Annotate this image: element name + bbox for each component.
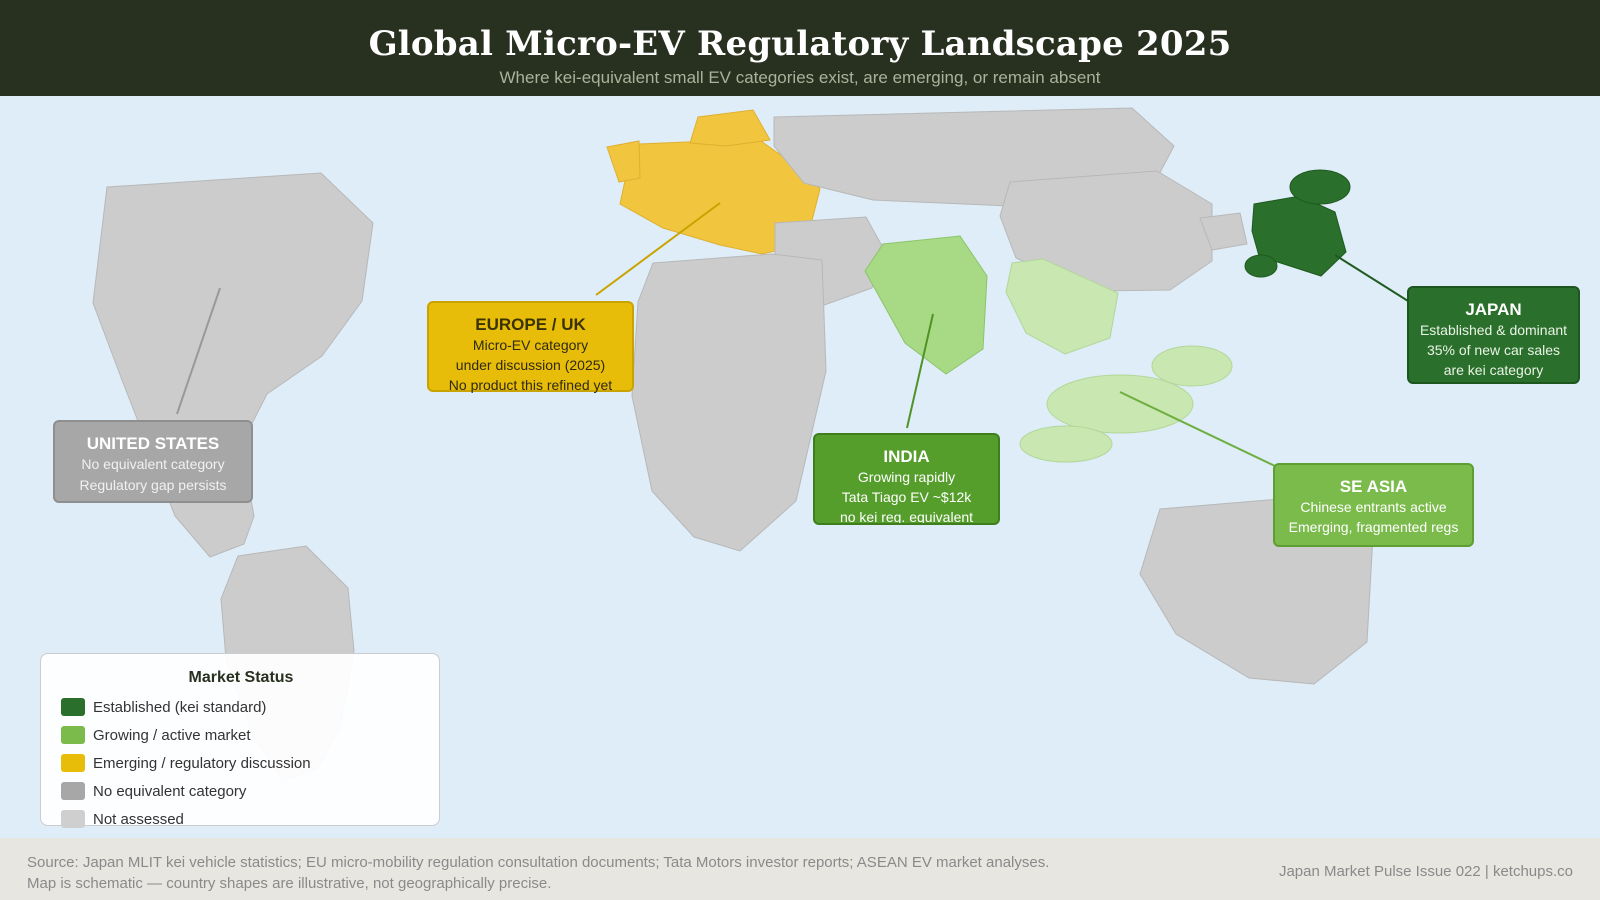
callout-title: UNITED STATES (86, 434, 220, 453)
callout-title: JAPAN (1465, 300, 1522, 319)
callout-se-asia: SE ASIA Chinese entrants active Emerging… (1273, 463, 1474, 547)
callout-line: No product this refined yet (448, 377, 613, 393)
callout-line: Tata Tiago EV ~$12k (841, 489, 972, 505)
se-asia-island-shape (1019, 425, 1113, 463)
europe-connector-line (595, 202, 721, 296)
se-asia-connector-line (1119, 391, 1276, 467)
callout-line: Chinese entrants active (1300, 499, 1447, 515)
callout-title: EUROPE / UK (475, 315, 586, 334)
callout-europe-uk: EUROPE / UK Micro-EV category under disc… (427, 301, 634, 393)
legend-swatch (61, 698, 85, 716)
japan-connector-line (1334, 254, 1409, 302)
header-bar: Global Micro-EV Regulatory Landscape 202… (0, 0, 1600, 96)
scandinavia-shape (689, 109, 771, 147)
callout-india: INDIA Growing rapidly Tata Tiago EV ~$12… (813, 433, 1000, 525)
callout-line: 35% of new car sales (1426, 342, 1561, 358)
callout-line: Micro-EV category (472, 337, 589, 353)
se-asia-island-shape (1046, 374, 1194, 434)
credit-text: Japan Market Pulse Issue 022 | ketchups.… (1278, 863, 1573, 880)
legend-label: Not assessed (93, 811, 184, 828)
legend-swatch (61, 754, 85, 772)
legend-label: Growing / active market (93, 727, 251, 744)
china-shape (999, 170, 1213, 292)
callout-japan: JAPAN Established & dominant 35% of new … (1407, 286, 1580, 384)
japan-hokkaido-shape (1289, 169, 1351, 205)
legend-swatch (61, 810, 85, 828)
callout-line: no kei reg. equivalent (839, 509, 974, 525)
japan-kyushu-shape (1244, 254, 1278, 278)
callout-united-states: UNITED STATES No equivalent category Reg… (53, 420, 253, 503)
callout-line: Regulatory gap persists (79, 477, 227, 493)
india-connector-line (906, 313, 934, 429)
se-asia-mainland-shape (1005, 258, 1119, 355)
legend-panel: Market Status Established (kei standard)… (40, 653, 440, 828)
callout-line: No equivalent category (81, 456, 225, 472)
legend-title: Market Status (188, 669, 294, 686)
india-shape (864, 235, 988, 375)
se-asia-island-shape (1151, 345, 1233, 387)
disclaimer-line: Map is schematic — country shapes are il… (27, 875, 552, 892)
korea-shape (1199, 212, 1248, 251)
legend-swatch (61, 726, 85, 744)
callout-title: SE ASIA (1339, 477, 1408, 496)
page-title: Global Micro-EV Regulatory Landscape 202… (368, 24, 1232, 64)
legend-label: Established (kei standard) (93, 699, 267, 716)
callout-line: Emerging, fragmented regs (1288, 519, 1459, 535)
us-connector-line (176, 287, 221, 415)
callout-line: under discussion (2025) (455, 357, 606, 373)
callout-line: Growing rapidly (857, 469, 956, 485)
source-line: Source: Japan MLIT kei vehicle statistic… (27, 854, 1050, 871)
source-note: Source: Japan MLIT kei vehicle statistic… (27, 852, 1049, 894)
footer-bar: Source: Japan MLIT kei vehicle statistic… (0, 838, 1600, 900)
callout-line: Established & dominant (1419, 322, 1568, 338)
legend-label: Emerging / regulatory discussion (93, 755, 311, 772)
callout-line: are kei category (1443, 362, 1544, 378)
uk-shape (606, 140, 641, 183)
africa-shape (631, 253, 827, 552)
legend-swatch (61, 782, 85, 800)
callout-title: INDIA (883, 447, 930, 466)
page-subtitle: Where kei-equivalent small EV categories… (499, 68, 1101, 87)
legend-label: No equivalent category (93, 783, 247, 800)
